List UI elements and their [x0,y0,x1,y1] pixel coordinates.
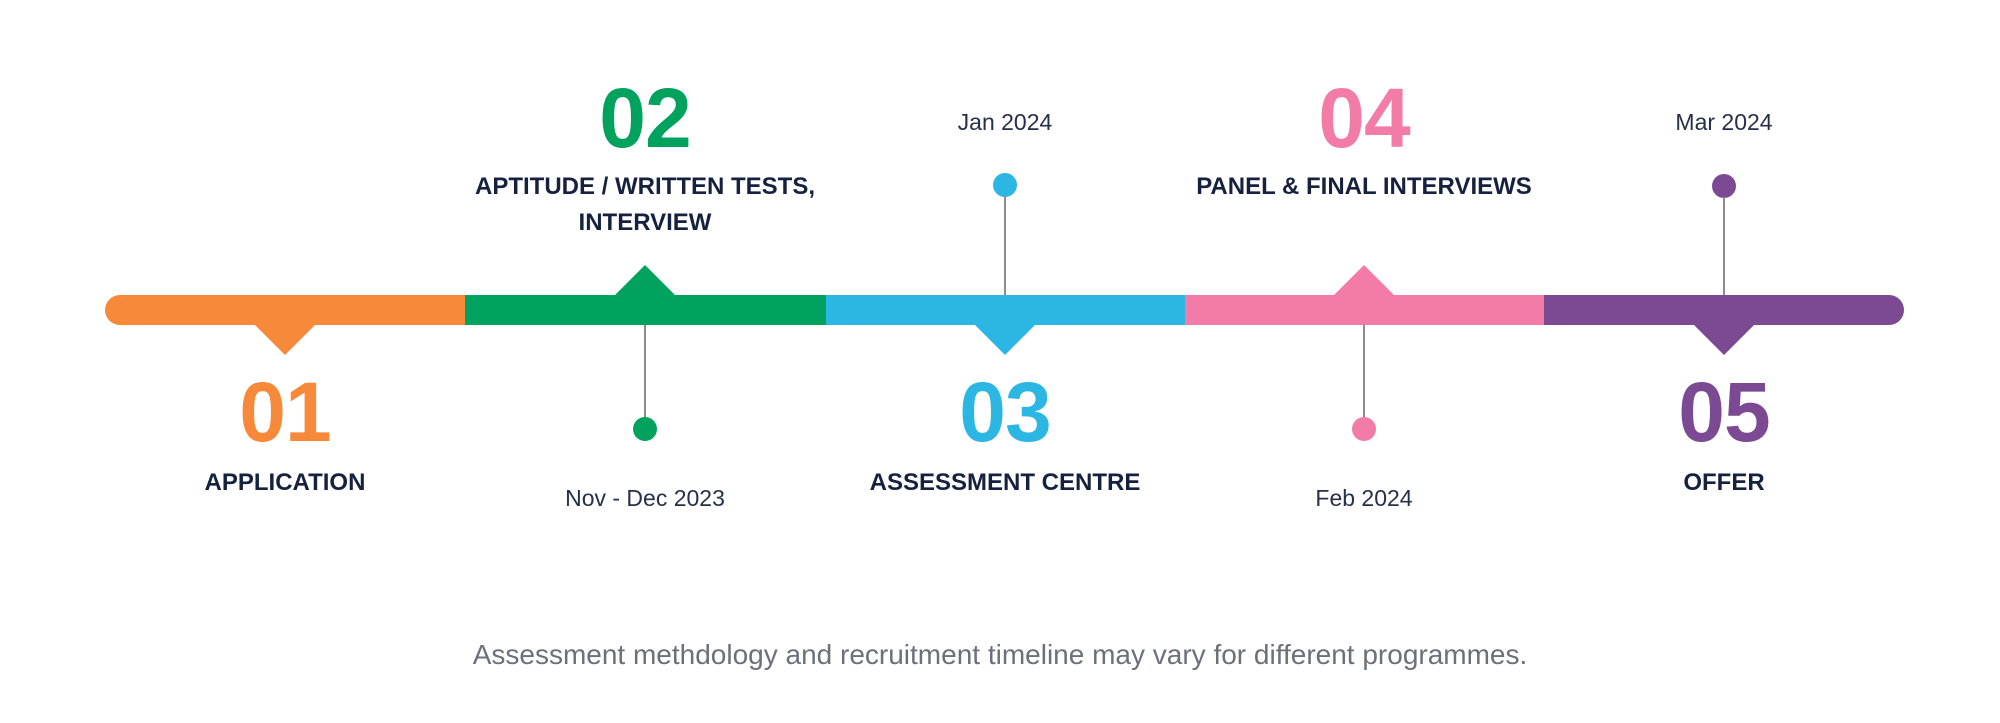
timeline-footnote: Assessment methdology and recruitment ti… [472,639,1528,670]
stage-number: 04 [1318,71,1410,165]
stage-title-line-2: INTERVIEW [578,209,712,236]
timeline-segment-01 [105,295,465,325]
stage-number: 03 [959,365,1051,459]
stage-title: PANEL & FINAL INTERVIEWS [1196,173,1532,200]
stage-date: Jan 2024 [957,109,1053,135]
timeline-segment-02 [465,295,826,325]
stage-date: Feb 2024 [1315,485,1413,511]
pointer-up-icon [614,265,676,296]
stage-title: ASSESSMENT CENTRE [869,469,1141,496]
milestone-dot-icon [633,417,657,441]
timeline-segment-04 [1185,295,1544,325]
stage-title-line-1: APTITUDE / WRITTEN TESTS, [475,173,815,200]
connector-line [1004,196,1006,295]
stage-date: Nov - Dec 2023 [565,485,725,511]
stage-number: 02 [599,71,691,165]
milestone-dot-icon [1712,174,1736,198]
stage-title: OFFER [1683,469,1765,496]
milestone-dot-icon [993,173,1017,197]
connector-line [1723,197,1725,295]
pointer-down-icon [1693,324,1755,355]
stage-number: 05 [1678,365,1770,459]
connector-line [644,325,646,419]
timeline-segment-05 [1544,295,1904,325]
pointer-down-icon [254,324,316,355]
stage-number: 01 [239,365,331,459]
timeline-segment-03 [826,295,1185,325]
milestone-dot-icon [1352,417,1376,441]
stage-title: APPLICATION [204,469,366,496]
pointer-down-icon [974,324,1036,355]
pointer-up-icon [1333,265,1395,296]
stage-date: Mar 2024 [1675,109,1773,135]
connector-line [1363,325,1365,419]
